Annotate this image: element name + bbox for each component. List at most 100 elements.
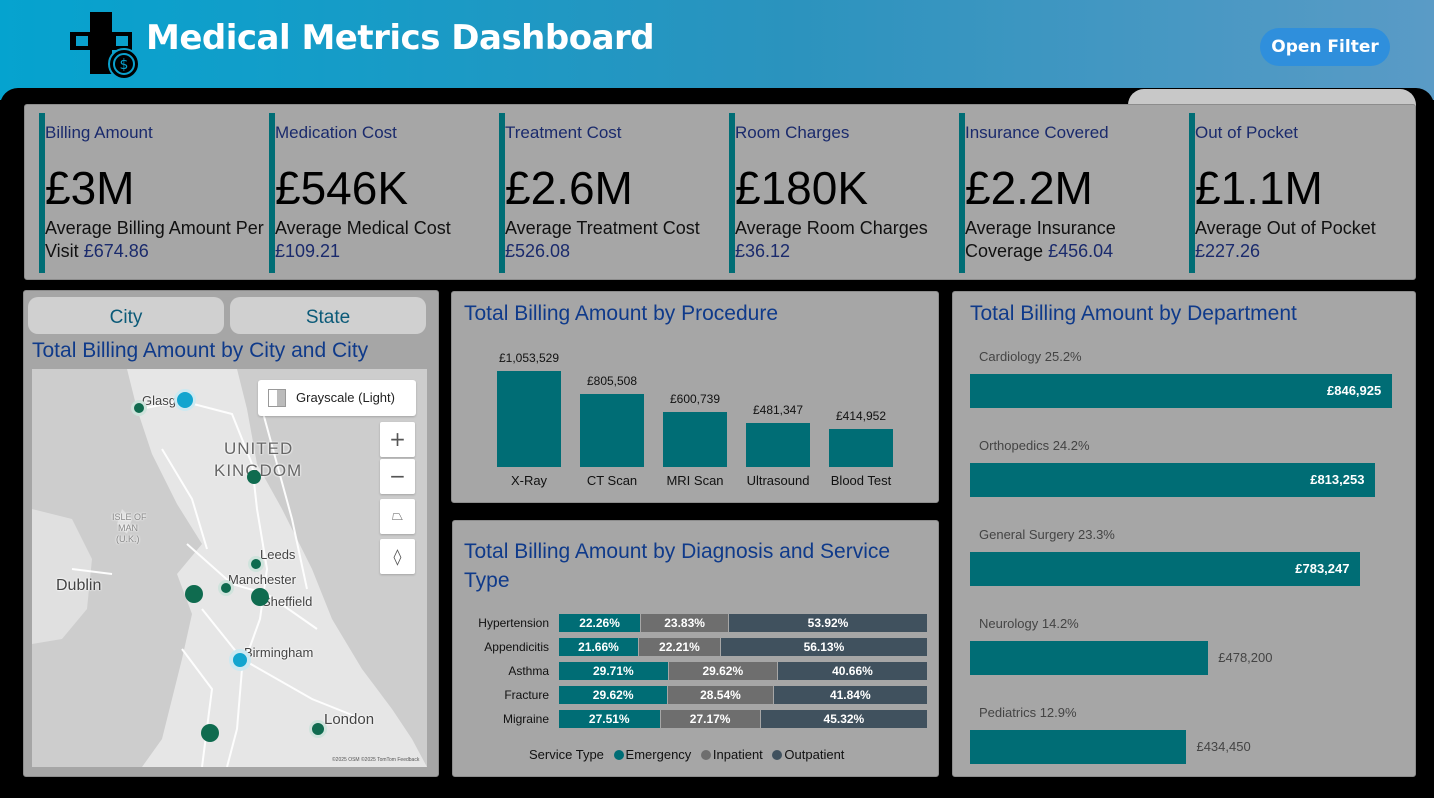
zoom-out-button[interactable]: − [380,459,415,494]
department-bar[interactable] [970,641,1209,675]
map-style-label: Grayscale (Light) [296,390,395,405]
procedure-bar[interactable] [580,393,644,467]
procedure-bar[interactable] [663,412,727,467]
kpi-card-treatment: Treatment Cost £2.6M Average Treatment C… [499,113,721,273]
diagnosis-segment-outpatient[interactable]: 45.32% [760,710,927,728]
map-title: Total Billing Amount by City and City [32,339,369,362]
compass-icon[interactable]: ◊ [380,539,415,574]
diagnosis-category-label: Asthma [508,664,549,678]
department-plot: Cardiology 25.2% £846,925 Orthopedics 24.2… [953,292,1417,778]
diagnosis-segment-outpatient[interactable]: 40.66% [777,662,927,680]
department-category-label: General Surgery 23.3% [979,527,1115,542]
procedure-bar[interactable] [746,423,810,467]
diagnosis-segment-emergency[interactable]: 29.71% [559,662,668,680]
kpi-label: Treatment Cost [505,123,622,142]
diagnosis-segment-outpatient[interactable]: 56.13% [720,638,927,656]
kpi-accent-bar [1189,113,1195,273]
procedure-value-label: £600,739 [669,392,721,407]
procedure-bar[interactable] [829,429,893,467]
procedure-category-label: X-Ray [510,473,548,488]
uk-map[interactable]: Glasgow UNITED KINGDOM ISLE OF MAN (U.K.… [32,369,427,767]
procedure-category-label: Blood Test [830,473,892,488]
diagnosis-segment-emergency[interactable]: 21.66% [559,638,638,656]
procedure-value-label: £414,952 [835,409,887,424]
kpi-average: £227.26 [1195,241,1261,261]
diagnosis-segment-inpatient[interactable]: 22.21% [638,638,720,656]
map-label-isle-of: ISLE OF [112,512,147,522]
department-bar[interactable] [970,730,1187,764]
map-pin-north[interactable] [247,470,261,484]
kpi-average: £526.08 [505,241,571,261]
map-pin-southwest[interactable] [201,724,219,742]
tab-city[interactable]: City [28,297,224,334]
procedure-value-label: £481,347 [752,403,804,418]
kpi-accent-bar [499,113,505,273]
diagnosis-category-label: Fracture [504,688,549,702]
map-label-sheffield: Sheffield [262,594,313,609]
kpi-value: £1.1M [1195,162,1323,214]
department-bar[interactable] [970,552,1361,586]
department-category-label: Neurology 14.2% [979,616,1079,631]
kpi-card-insurance: Insurance Covered £2.2M Average Insuranc… [959,113,1181,273]
kpi-average: £674.86 [83,241,149,261]
kpi-label: Room Charges [735,123,850,142]
diagnosis-segment-outpatient[interactable]: 53.92% [729,614,927,632]
kpi-label: Out of Pocket [1195,123,1298,142]
legend-title: Service Type [529,747,604,762]
diagnosis-segment-inpatient[interactable]: 28.54% [668,686,773,704]
map-pin-west[interactable] [185,585,203,603]
map-label-birmingham: Birmingham [244,645,314,660]
procedure-chart-panel: Total Billing Amount by Procedure £1,053… [451,291,939,503]
map-pin-leeds[interactable] [248,556,264,572]
diagnosis-segment-inpatient[interactable]: 29.62% [668,662,777,680]
diagnosis-segment-emergency[interactable]: 27.51% [559,710,660,728]
zoom-in-button[interactable]: + [380,422,415,457]
kpi-average: £109.21 [275,241,341,261]
kpi-sub: Average Treatment Cost £526.08 [505,218,700,261]
map-label-london: London [324,711,375,728]
svg-text:$: $ [120,57,129,73]
kpi-card-out-of-pocket: Out of Pocket £1.1M Average Out of Pocke… [1189,113,1411,273]
procedure-plot: £1,053,529 X-Ray £805,508 CT Scan £600,739 MR… [452,292,940,504]
kpi-card-room: Room Charges £180K Average Room Charges £… [729,113,951,273]
diagnosis-segment-inpatient[interactable]: 27.17% [660,710,760,728]
department-category-label: Pediatrics 12.9% [979,705,1077,720]
procedure-bar[interactable] [497,371,561,467]
diagnosis-segment-emergency[interactable]: 22.26% [559,614,641,632]
map-label-man: MAN [118,523,138,533]
diagnosis-chart-panel: Total Billing Amount by Diagnosis and Se… [452,520,939,777]
tab-state[interactable]: State [230,297,426,334]
legend-emergency: Emergency [625,747,692,762]
kpi-sub: Average Out of Pocket £227.26 [1195,218,1376,261]
kpi-label: Billing Amount [45,123,153,142]
diagnosis-chart-title: Total Billing Amount by Diagnosis and Se… [464,540,891,592]
map-style-picker[interactable]: Grayscale (Light) [258,380,416,416]
map-pin-london[interactable] [309,720,327,738]
open-filter-button[interactable]: Open Filter [1260,28,1390,66]
map-pin-manchester[interactable] [218,580,234,596]
procedure-chart-title: Total Billing Amount by Procedure [464,302,779,325]
tilt-icon[interactable]: ⏢ [380,499,415,534]
kpi-card-billing: Billing Amount £3M Average Billing Amoun… [39,113,264,273]
legend-dot-icon [772,750,783,760]
map-pin-sheffield[interactable] [251,588,269,606]
kpi-accent-bar [269,113,275,273]
diagnosis-segment-inpatient[interactable]: 23.83% [641,614,729,632]
map-label-united: UNITED [224,439,294,458]
diagnosis-segment-outpatient[interactable]: 41.84% [773,686,927,704]
map-pin-glasgow-2[interactable] [174,389,196,411]
page-title: Medical Metrics Dashboard [146,18,655,58]
kpi-sub: Average Medical Cost £109.21 [275,218,451,261]
legend-inpatient: Inpatient [712,747,763,762]
map-pin-glasgow[interactable] [131,400,147,416]
legend-outpatient: Outpatient [784,747,845,762]
kpi-panel: Billing Amount £3M Average Billing Amoun… [24,104,1416,280]
kpi-value: £546K [275,162,409,214]
diagnosis-segment-emergency[interactable]: 29.62% [559,686,668,704]
procedure-category-label: CT Scan [586,473,638,488]
map-pin-birmingham[interactable] [229,649,251,671]
department-bar[interactable] [970,374,1392,408]
department-bar[interactable] [970,463,1376,497]
kpi-accent-bar [959,113,965,273]
kpi-accent-bar [729,113,735,273]
